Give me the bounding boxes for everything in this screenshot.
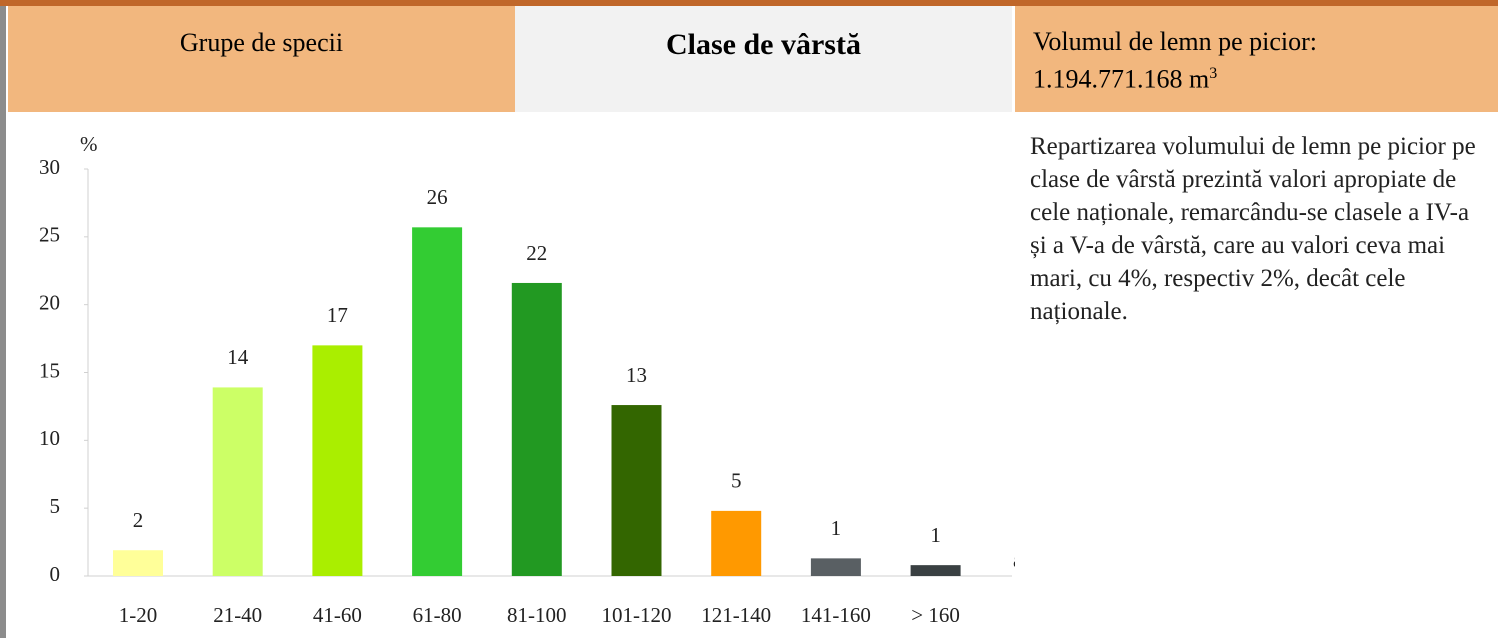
volume-box: Volumul de lemn pe picior: 1.194.771.168… — [1015, 6, 1498, 112]
bar — [212, 387, 263, 576]
x-tick-label: 21-40 — [213, 603, 262, 627]
bar — [810, 558, 861, 576]
bar — [511, 282, 562, 576]
x-tick-label: 1-20 — [119, 603, 158, 627]
tab-active[interactable]: Clase de vârstă — [515, 6, 1012, 112]
data-label: 2 — [133, 508, 144, 532]
x-tick-label: 141-160 — [801, 603, 871, 627]
bar — [910, 565, 961, 576]
y-axis-label: % — [80, 132, 98, 156]
bar — [711, 510, 762, 576]
data-label: 22 — [526, 241, 547, 265]
data-label: 5 — [731, 469, 742, 493]
bar — [412, 227, 463, 576]
volume-value: 1.194.771.168 m3 — [1033, 58, 1498, 96]
y-tick-label: 10 — [39, 426, 60, 450]
data-label: 1 — [930, 523, 941, 547]
y-tick-label: 15 — [39, 358, 60, 382]
description: Repartizarea volumului de lemn pe picior… — [1030, 133, 1476, 325]
bar — [312, 345, 363, 576]
left-border — [0, 6, 6, 638]
data-label: 17 — [327, 303, 348, 327]
data-label: 14 — [227, 345, 249, 369]
x-tick-label: 101-120 — [602, 603, 672, 627]
chart: %ani0510152025301-20221-401441-601761-80… — [39, 132, 1015, 627]
x-tick-label: > 160 — [911, 603, 960, 627]
volume-number: 1.194.771.168 m — [1033, 64, 1210, 94]
volume-exponent: 3 — [1209, 65, 1218, 82]
y-tick-label: 5 — [50, 494, 61, 518]
bar — [113, 550, 163, 576]
y-tick-label: 0 — [50, 562, 61, 586]
data-label: 26 — [427, 185, 448, 209]
x-tick-label: 121-140 — [701, 603, 771, 627]
x-tick-label: 41-60 — [313, 603, 362, 627]
data-label: 1 — [831, 516, 842, 540]
x-tick-label: 61-80 — [413, 603, 462, 627]
y-tick-label: 30 — [39, 155, 60, 179]
y-tick-label: 25 — [39, 223, 60, 247]
volume-label: Volumul de lemn pe picior: — [1033, 27, 1318, 56]
y-tick-label: 20 — [39, 290, 60, 314]
data-label: 13 — [626, 363, 647, 387]
x-tick-label: 81-100 — [507, 603, 567, 627]
top-border — [0, 0, 1498, 6]
bar — [611, 405, 662, 576]
tab[interactable]: Grupe de specii — [8, 6, 515, 112]
x-axis-label: ani — [1013, 548, 1015, 572]
